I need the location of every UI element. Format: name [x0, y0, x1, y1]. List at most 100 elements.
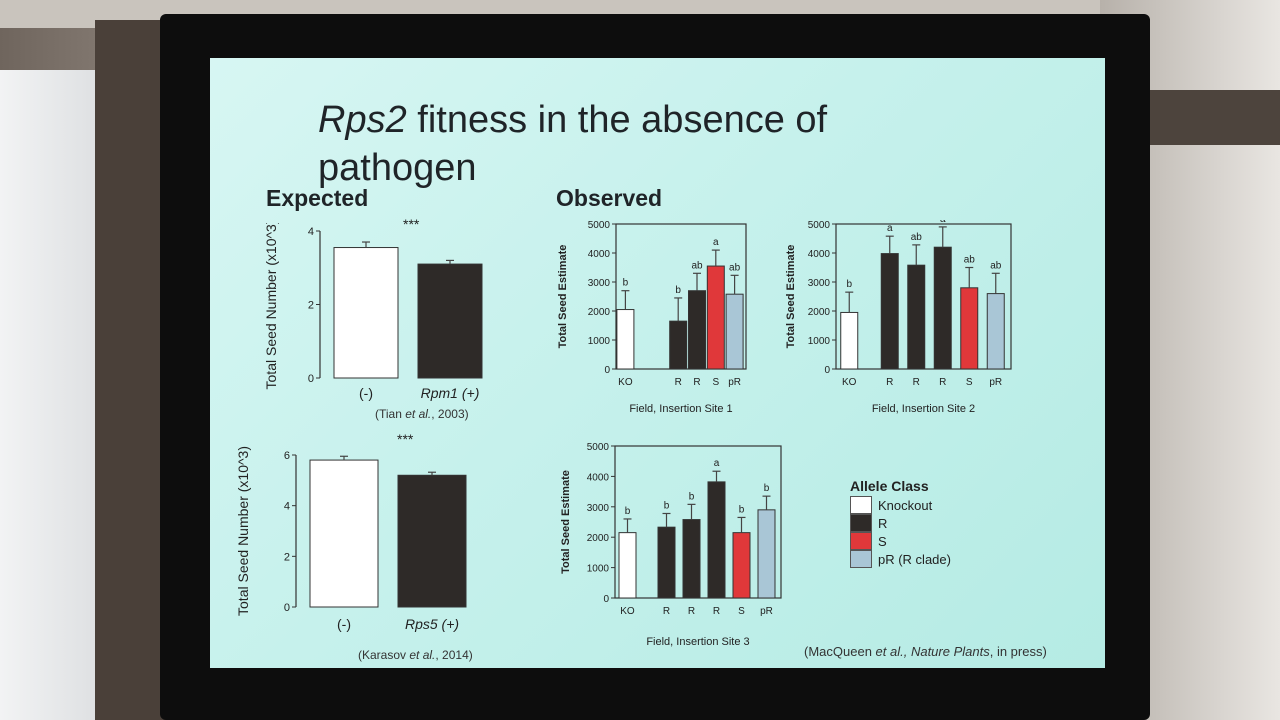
legend-title: Allele Class [850, 478, 929, 494]
significance-letter: b [764, 483, 770, 494]
y-tick-label: 5000 [808, 220, 831, 231]
chart-svg: 0 1000 2000 3000 4000 5000 Total Seed Estimate… [560, 442, 782, 648]
x-tick-label: R [886, 377, 893, 388]
chart-site-3: 0 1000 2000 3000 4000 5000 Total Seed Estimate… [555, 438, 785, 648]
y-tick-label: 0 [603, 594, 609, 605]
significance-letter: a [940, 220, 946, 225]
y-tick-label: 2000 [808, 307, 831, 318]
y-tick-label: 2000 [588, 307, 611, 318]
significance-letter: a [714, 458, 720, 469]
bar [669, 320, 688, 370]
y-tick-label: 5000 [587, 442, 610, 453]
y-axis-label: Total Seed Number (x10^3) [263, 223, 279, 389]
bar [688, 290, 706, 370]
y-tick-label: 0 [604, 365, 610, 376]
y-tick-label: 3000 [587, 503, 610, 514]
bar [309, 459, 379, 608]
x-tick-label: pR [728, 377, 741, 388]
significance-letter: b [689, 491, 695, 502]
chart-svg: 0 1000 2000 3000 4000 5000 Total Seed Estimate… [557, 220, 747, 415]
chart-svg: 0 1000 2000 3000 4000 5000 Total Seed Estimate… [785, 214, 1012, 415]
x-tick-label: KO [842, 377, 857, 388]
bar [333, 247, 399, 379]
significance-letter: b [623, 278, 629, 289]
title-rest: fitness in the absence of pathogen [318, 99, 828, 189]
x-tick-label: S [966, 377, 973, 388]
y-tick-label: 2 [284, 551, 290, 563]
y-tick-label: 0 [284, 602, 290, 614]
x-tick-label: R [913, 377, 920, 388]
x-tick-label: R [939, 377, 946, 388]
y-tick-label: 4000 [587, 472, 610, 483]
x-tick-label: KO [620, 606, 635, 617]
y-axis-label: Total Seed Estimate [785, 245, 797, 349]
x-tick-label: (-) [359, 385, 373, 401]
significance-letter: b [846, 279, 852, 290]
x-tick-label: pR [760, 606, 773, 617]
bar [960, 287, 979, 370]
x-tick-label: R [663, 606, 670, 617]
allele-class-legend: Allele Class Knockout R S pR (R clade) [850, 478, 951, 568]
y-tick-label: 3000 [808, 278, 831, 289]
bar [618, 532, 637, 599]
x-tick-label: (-) [337, 616, 351, 632]
bar [397, 474, 467, 608]
presentation-slide: Rps2 fitness in the absence of pathogen … [210, 58, 1105, 668]
chart-site-2: 0 1000 2000 3000 4000 5000 Total Seed Estimate… [780, 214, 1015, 415]
y-tick-label: 0 [824, 365, 830, 376]
y-tick-label: 3000 [588, 278, 611, 289]
y-tick-label: 1000 [587, 564, 610, 575]
y-axis-label: Total Seed Estimate [560, 470, 572, 574]
y-tick-label: 5000 [588, 220, 611, 231]
legend-item-r: R [850, 514, 951, 532]
bar [757, 509, 776, 599]
y-tick-label: 1000 [808, 336, 831, 347]
bar [986, 293, 1005, 370]
y-axis-label: Total Seed Estimate [557, 245, 569, 349]
citation-macqueen: (MacQueen et al., Nature Plants, in pres… [804, 644, 1047, 659]
x-axis-label: Field, Insertion Site 1 [629, 403, 732, 415]
significance-letter: b [625, 506, 631, 517]
significance-letter: ab [990, 260, 1002, 271]
x-tick-label: S [738, 606, 745, 617]
significance-letter: b [675, 285, 681, 296]
slide-title: Rps2 fitness in the absence of pathogen [318, 96, 958, 192]
x-tick-label: Rps5 (+) [405, 616, 459, 632]
significance-letter: b [739, 504, 745, 515]
significance-letter: a [713, 237, 719, 248]
significance-stars-2: *** [397, 431, 414, 447]
x-tick-label: R [693, 377, 700, 388]
chart-expected-rps5: 0 2 4 6 Total Seed Number (x10^3) (-) Rps5 (+) [230, 443, 500, 643]
y-tick-label: 6 [284, 450, 290, 462]
bar [725, 293, 744, 370]
bar [616, 309, 635, 370]
chart-expected-rpm1: 0 2 4 Total Seed Number (x10^3) (-) Rpm1 (+) [250, 220, 510, 408]
legend-swatch [850, 514, 872, 532]
y-axis-label: Total Seed Number (x10^3) [235, 446, 251, 616]
bar [707, 481, 726, 599]
citation-tian: (Tian et al., 2003) [375, 407, 469, 421]
legend-item-knockout: Knockout [850, 496, 951, 514]
x-tick-label: pR [989, 377, 1002, 388]
x-tick-label: S [712, 377, 719, 388]
bar [880, 253, 899, 370]
legend-swatch [850, 496, 872, 514]
y-tick-label: 4 [308, 226, 314, 238]
bar [706, 265, 725, 370]
chart-svg: 0 2 4 6 Total Seed Number (x10^3) (-) Rps5 (+) [235, 446, 467, 632]
significance-stars-1: *** [403, 216, 420, 232]
x-tick-label: KO [618, 377, 633, 388]
x-axis-label: Field, Insertion Site 2 [872, 403, 975, 415]
bar [417, 263, 483, 379]
y-tick-label: 2000 [587, 533, 610, 544]
significance-letter: b [664, 500, 670, 511]
bar [732, 532, 751, 599]
bar [907, 264, 926, 370]
y-tick-label: 2 [308, 300, 314, 312]
chart-svg: 0 2 4 Total Seed Number (x10^3) (-) Rpm1 (+) [263, 220, 483, 401]
chart-site-1: 0 1000 2000 3000 4000 5000 Total Seed Estimate… [550, 220, 750, 415]
x-tick-label: R [688, 606, 695, 617]
legend-item-s: S [850, 532, 951, 550]
significance-letter: ab [729, 262, 741, 273]
observed-heading: Observed [556, 185, 663, 211]
